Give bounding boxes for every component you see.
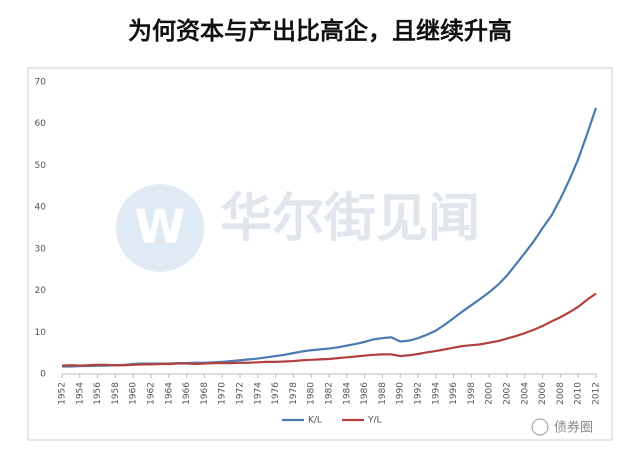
watermark-logo-letter: W <box>135 200 186 254</box>
legend-label: K/L <box>308 416 322 426</box>
x-tick-label: 1992 <box>414 382 424 405</box>
x-tick-label: 2006 <box>538 382 548 405</box>
y-tick-label: 30 <box>35 244 47 254</box>
x-tick-label: 1970 <box>218 382 228 405</box>
x-tick-label: 2012 <box>592 382 602 405</box>
x-tick-label: 2008 <box>556 382 566 405</box>
x-tick-label: 1986 <box>360 382 370 405</box>
x-tick-label: 1982 <box>325 382 335 405</box>
x-tick-label: 1990 <box>396 382 406 405</box>
watermark-logo <box>116 184 204 272</box>
legend-label: Y/L <box>367 416 382 426</box>
x-tick-label: 1954 <box>75 382 85 405</box>
x-tick-label: 1952 <box>58 382 68 405</box>
x-tick-label: 1956 <box>93 382 103 405</box>
x-tick-label: 1998 <box>467 382 477 405</box>
line-series <box>61 292 597 367</box>
x-tick-label: 2000 <box>485 382 495 405</box>
x-tick-label: 1964 <box>164 382 174 405</box>
y-tick-label: 40 <box>35 203 47 213</box>
y-tick-label: 50 <box>35 161 47 171</box>
x-tick-label: 1962 <box>147 382 157 405</box>
x-tick-label: 1980 <box>307 382 317 405</box>
x-tick-label: 1960 <box>129 382 139 405</box>
x-tick-label: 1994 <box>431 382 441 405</box>
x-tick-label: 1968 <box>200 382 210 405</box>
chart-title: 为何资本与产出比高企，且继续升高 <box>128 17 512 45</box>
x-tick-label: 2002 <box>503 382 513 405</box>
y-tick-label: 70 <box>35 78 47 88</box>
source-text: 债券圈 <box>554 420 593 436</box>
x-tick-label: 1988 <box>378 382 388 405</box>
x-tick-label: 2004 <box>520 382 530 405</box>
y-tick-label: 20 <box>35 286 47 296</box>
y-tick-label: 60 <box>35 119 47 129</box>
watermark: W 华尔街见闻 <box>116 184 480 272</box>
source-icon <box>531 418 549 436</box>
x-tick-label: 1976 <box>271 382 281 405</box>
x-tick-label: 2010 <box>574 382 584 405</box>
y-tick-label: 10 <box>35 328 47 338</box>
source: 债券圈 <box>531 418 593 436</box>
x-tick-label: 1978 <box>289 382 299 405</box>
x-tick-label: 1974 <box>253 382 263 405</box>
x-tick-label: 1966 <box>182 382 192 405</box>
x-tick-label: 1996 <box>449 382 459 405</box>
chart-frame <box>27 67 613 441</box>
x-tick-label: 1972 <box>236 382 246 405</box>
x-tick-label: 1958 <box>111 382 121 405</box>
watermark-text: 华尔街见闻 <box>220 189 480 249</box>
x-tick-label: 1984 <box>342 382 352 405</box>
y-tick-label: 0 <box>40 370 46 380</box>
